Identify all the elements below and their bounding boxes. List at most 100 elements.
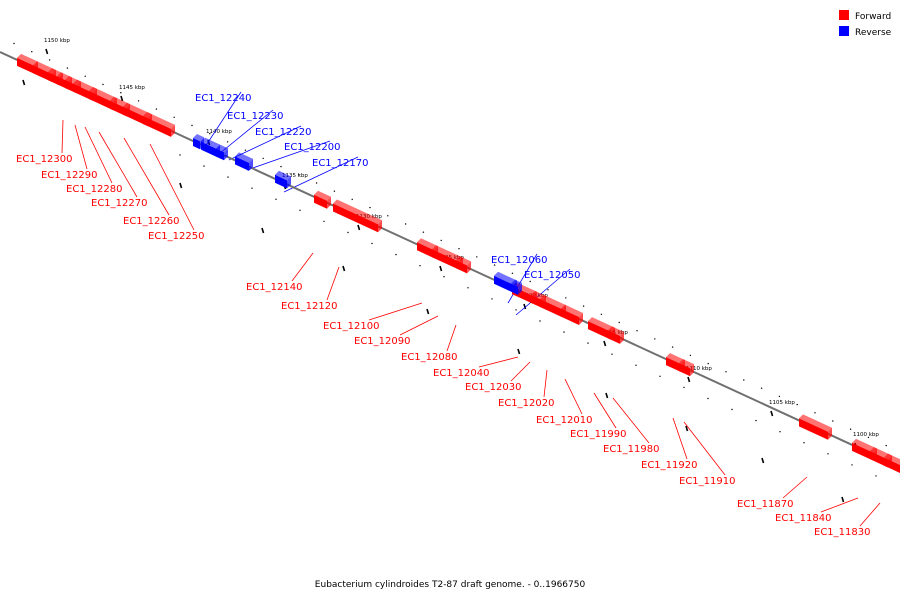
- reverse-gene-block-face: [216, 148, 224, 161]
- forward-gene-block-top: [333, 199, 382, 225]
- minor-tick-dot: [155, 108, 158, 110]
- leader-line: [368, 302, 423, 321]
- leader-line: [859, 502, 881, 527]
- scale-tick-mark: [761, 457, 765, 464]
- minor-tick-dot: [491, 298, 493, 300]
- minor-tick-dot: [803, 442, 805, 444]
- minor-tick-dot: [827, 453, 829, 455]
- forward-gene-block-side: [620, 331, 624, 344]
- minor-tick-dot: [743, 379, 745, 381]
- minor-tick-dot: [659, 375, 661, 377]
- minor-tick-dot: [299, 209, 301, 211]
- minor-tick-dot: [275, 198, 277, 200]
- minor-tick-dot: [84, 75, 86, 78]
- leader-line: [84, 126, 113, 184]
- gene-label: EC1_11920: [641, 460, 697, 471]
- legend-reverse-label: Reverse: [855, 28, 892, 38]
- scale-tick-mark: [523, 303, 527, 310]
- gene-label: EC1_12030: [465, 382, 521, 393]
- minor-tick-dot: [404, 223, 407, 225]
- gene-label: EC1_12170: [312, 158, 368, 169]
- minor-tick-dot: [832, 420, 834, 422]
- forward-gene-block-top: [456, 256, 471, 266]
- minor-tick-dot: [654, 338, 656, 340]
- minor-tick-dot: [565, 297, 567, 299]
- forward-gene-block-face: [608, 330, 620, 344]
- minor-tick-dot: [137, 100, 140, 102]
- minor-tick-dot: [323, 220, 325, 223]
- gene-label: EC1_11870: [737, 499, 793, 510]
- forward-gene-block-face: [48, 72, 59, 86]
- minor-tick-dot: [671, 346, 674, 348]
- forward-gene-block: [456, 256, 471, 274]
- minor-tick-dot: [120, 92, 122, 94]
- minor-tick-dot: [539, 320, 541, 322]
- forward-gene-block-side: [828, 427, 832, 440]
- scale-tick-mark: [426, 308, 430, 315]
- minor-tick-dot: [371, 242, 373, 245]
- leader-line: [564, 378, 583, 415]
- minor-tick-dot: [529, 280, 531, 283]
- leader-line: [612, 397, 650, 444]
- gene-label: EC1_12240: [195, 93, 251, 104]
- forward-gene-block: [333, 199, 382, 233]
- forward-gene-block-face: [417, 242, 434, 259]
- minor-tick-dot: [689, 354, 692, 357]
- forward-gene-block: [314, 190, 331, 209]
- forward-gene-block-top: [561, 304, 583, 317]
- gene-label: EC1_12010: [536, 415, 592, 426]
- minor-tick-dot: [635, 364, 637, 366]
- minor-tick-dot: [760, 387, 763, 389]
- gene-label: EC1_11990: [570, 429, 626, 440]
- minor-tick-dot: [102, 83, 104, 86]
- forward-gene-block-side: [327, 196, 331, 209]
- minor-tick-dot: [563, 331, 565, 333]
- gene-label: EC1_12250: [148, 231, 204, 242]
- forward-gene-block-side: [690, 364, 694, 377]
- gene-label: EC1_12270: [91, 198, 147, 209]
- leader-line: [123, 137, 170, 216]
- scale-tick-mark: [605, 392, 609, 399]
- forward-gene-block-face: [852, 442, 873, 461]
- forward-gene-block-top: [588, 317, 615, 332]
- minor-tick-dot: [476, 256, 478, 258]
- minor-tick-dot: [875, 475, 877, 477]
- minor-tick-dot: [280, 165, 282, 168]
- forward-gene-block-face: [561, 308, 579, 325]
- forward-gene-block-top: [143, 111, 175, 129]
- forward-gene-block-face: [123, 106, 148, 127]
- leader-line: [98, 131, 138, 198]
- scale-tick-mark: [685, 425, 689, 432]
- gene-label: EC1_12080: [401, 352, 457, 363]
- leader-line: [61, 119, 64, 154]
- minor-tick-dot: [387, 215, 389, 217]
- genome-caption: Eubacterium cylindroides T2-87 draft gen…: [315, 580, 586, 590]
- forward-gene-block: [608, 326, 624, 344]
- gene-label: EC1_12020: [498, 398, 554, 409]
- minor-tick-dot: [707, 397, 709, 400]
- forward-gene-block: [143, 111, 175, 137]
- forward-gene-block-face: [89, 91, 113, 111]
- minor-tick-dot: [851, 464, 853, 466]
- forward-gene-block-side: [467, 261, 471, 274]
- minor-tick-dot: [814, 412, 816, 414]
- leader-line: [246, 140, 331, 171]
- forward-gene-block: [799, 414, 832, 440]
- minor-tick-dot: [173, 116, 175, 119]
- forward-gene-block-face: [333, 203, 378, 233]
- leader-line: [478, 356, 519, 368]
- minor-tick-dot: [440, 239, 442, 242]
- reverse-gene-block: [235, 152, 253, 171]
- minor-tick-dot: [547, 289, 549, 291]
- minor-ticks: [13, 42, 887, 477]
- reverse-gene-block-side: [287, 176, 291, 189]
- minor-tick-dot: [209, 133, 211, 135]
- gene-label: EC1_12100: [323, 321, 379, 332]
- leader-line: [543, 369, 548, 398]
- legend-forward-label: Forward: [855, 12, 891, 22]
- reverse-gene-block-side: [224, 148, 228, 161]
- minor-tick-dot: [369, 206, 371, 209]
- scale-tick-label: 1150 kbp: [44, 38, 70, 44]
